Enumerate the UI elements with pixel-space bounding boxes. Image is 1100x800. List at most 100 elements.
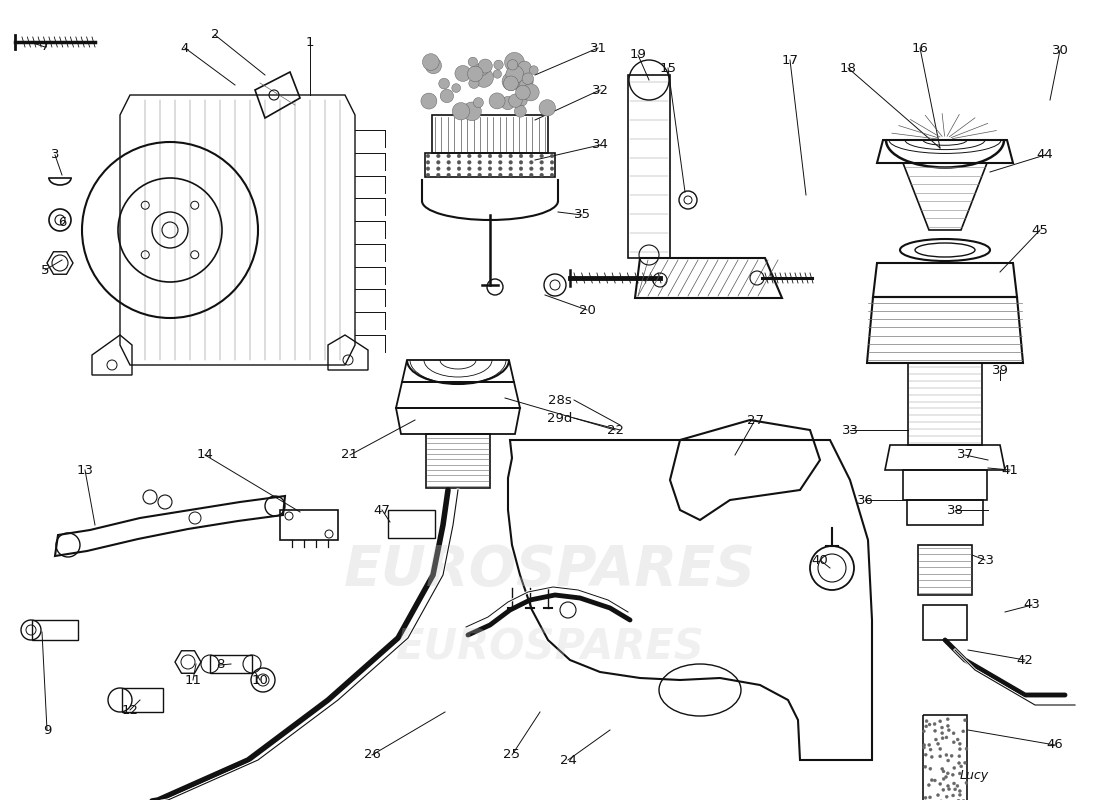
Circle shape [519,174,522,177]
Circle shape [498,167,502,170]
Circle shape [519,154,522,158]
Text: 44: 44 [1036,149,1054,162]
Circle shape [959,765,962,768]
Circle shape [508,94,522,107]
Circle shape [493,70,502,78]
Text: 19: 19 [629,49,647,62]
Circle shape [518,61,531,74]
Circle shape [946,772,949,775]
Circle shape [945,795,948,798]
Circle shape [522,73,534,85]
Circle shape [954,788,957,791]
Circle shape [550,161,553,164]
Circle shape [956,785,959,787]
Text: 9: 9 [43,723,52,737]
Text: 27: 27 [747,414,763,426]
Circle shape [529,174,534,177]
Circle shape [468,154,471,158]
Circle shape [922,730,925,733]
Circle shape [458,167,461,170]
Text: 34: 34 [592,138,608,151]
Circle shape [498,174,502,177]
Text: 23: 23 [977,554,993,566]
Text: 3: 3 [51,149,59,162]
Circle shape [942,737,944,740]
Circle shape [494,60,503,70]
Text: 40: 40 [812,554,828,566]
Text: 46: 46 [1046,738,1064,751]
Circle shape [468,174,471,177]
Circle shape [437,167,440,170]
Circle shape [958,790,961,793]
Circle shape [540,167,543,170]
Circle shape [426,174,430,177]
Circle shape [958,742,961,746]
Text: 24: 24 [560,754,576,766]
Circle shape [934,779,936,782]
Text: 36: 36 [857,494,873,506]
Circle shape [529,66,538,74]
Text: EUROSPARES: EUROSPARES [344,543,756,597]
Circle shape [509,174,513,177]
Circle shape [936,742,939,746]
Text: 14: 14 [197,449,213,462]
Text: 13: 13 [77,463,94,477]
Text: 37: 37 [957,449,974,462]
Circle shape [529,167,534,170]
Circle shape [529,154,534,158]
Text: EUROSPARES: EUROSPARES [396,627,704,669]
Text: 31: 31 [590,42,606,54]
Circle shape [477,154,482,158]
Text: 42: 42 [1016,654,1033,666]
Circle shape [468,161,471,164]
Circle shape [506,66,524,83]
Circle shape [539,100,556,116]
Circle shape [965,782,968,785]
Circle shape [477,167,482,170]
Circle shape [945,754,948,757]
Text: 8: 8 [216,658,224,671]
Circle shape [477,161,482,164]
Circle shape [953,732,955,734]
Circle shape [529,161,534,164]
Circle shape [947,759,949,762]
Circle shape [426,154,430,158]
Circle shape [958,754,960,758]
Text: Lucy: Lucy [960,769,989,782]
Text: 41: 41 [1002,463,1019,477]
Text: 2: 2 [211,29,219,42]
Circle shape [965,747,968,750]
Circle shape [452,84,461,93]
Circle shape [502,73,520,90]
Circle shape [437,161,440,164]
Circle shape [469,78,480,89]
Text: 21: 21 [341,449,359,462]
Circle shape [952,794,955,797]
Text: 47: 47 [374,503,390,517]
Circle shape [488,167,492,170]
Text: 32: 32 [592,83,608,97]
Circle shape [475,62,488,75]
Circle shape [953,766,956,770]
Circle shape [421,93,437,109]
Circle shape [928,796,932,799]
Circle shape [950,754,953,758]
Circle shape [488,154,492,158]
Circle shape [930,748,932,751]
Circle shape [468,66,483,82]
Text: 26: 26 [364,749,381,762]
Circle shape [426,161,430,164]
Circle shape [933,722,936,726]
Circle shape [958,762,960,765]
Circle shape [943,778,945,781]
Circle shape [516,86,530,100]
Circle shape [458,161,461,164]
Text: 43: 43 [1024,598,1041,611]
Circle shape [447,161,451,164]
Circle shape [940,726,944,729]
Circle shape [447,174,451,177]
Text: 17: 17 [781,54,799,66]
Circle shape [477,174,482,177]
Circle shape [940,732,944,734]
Circle shape [550,154,553,158]
